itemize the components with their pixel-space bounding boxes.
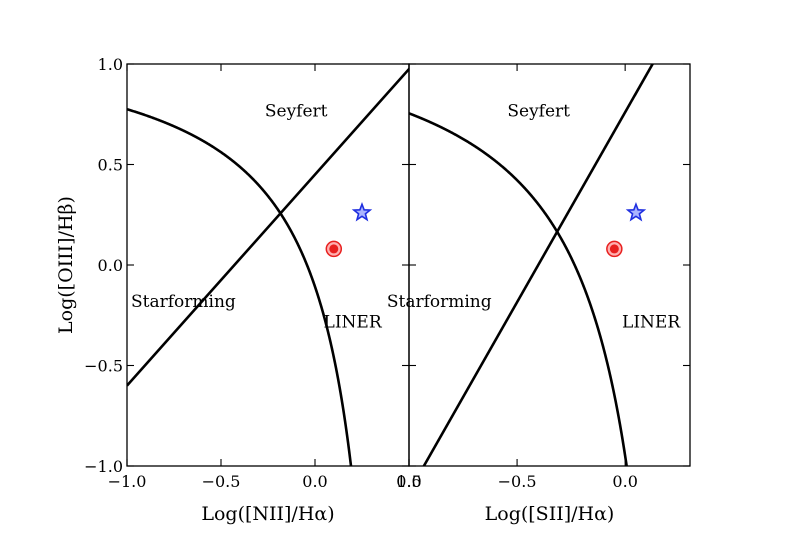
panel-right: 1.0 −0.5 0.0 Seyfert Starforming LINER Log([SI… <box>387 63 691 525</box>
region-label-liner: LINER <box>622 312 681 332</box>
data-point-star <box>625 201 647 222</box>
region-label-starforming: Starforming <box>131 292 236 312</box>
region-label-seyfert: Seyfert <box>507 101 570 121</box>
x-axis-label-left: Log([NII]/Hα) <box>201 503 334 525</box>
x-tick-label: 0.0 <box>302 472 327 491</box>
y-tick-label: 1.0 <box>98 55 123 74</box>
data-point-circle-core <box>329 244 339 254</box>
seyfert-liner-line <box>422 64 655 466</box>
demarcation-curve <box>409 112 628 466</box>
y-tick-label: −0.5 <box>84 357 123 376</box>
plot-frame-right <box>408 63 691 467</box>
x-tick-label: −0.5 <box>202 472 241 491</box>
x-tick-label: −0.5 <box>498 472 537 491</box>
demarcation-curve <box>127 107 353 466</box>
x-tick-label: 0.0 <box>612 472 637 491</box>
region-label-seyfert: Seyfert <box>265 101 328 121</box>
data-point-circle-core <box>609 244 619 254</box>
region-label-starforming: Starforming <box>387 292 492 312</box>
x-tick-label: 1.0 <box>396 472 421 491</box>
x-tick-label: 0.5 <box>396 472 421 491</box>
y-axis-label: Log([OIII]/Hβ) <box>55 196 77 334</box>
y-tick-label: 0.5 <box>98 156 123 175</box>
data-point-star <box>351 201 373 222</box>
x-axis-label-right: Log([SII]/Hα) <box>485 503 615 525</box>
panel-left: −1.0 −0.5 0.0 0.5−1.0−0.50.00.51.0SeyfertSt… <box>55 55 422 525</box>
seyfert-liner-line <box>127 67 409 387</box>
y-tick-label: −1.0 <box>84 457 123 476</box>
region-label-liner: LINER <box>324 312 383 332</box>
y-tick-label: 0.0 <box>98 256 123 275</box>
x-tick-label: −1.0 <box>108 472 147 491</box>
